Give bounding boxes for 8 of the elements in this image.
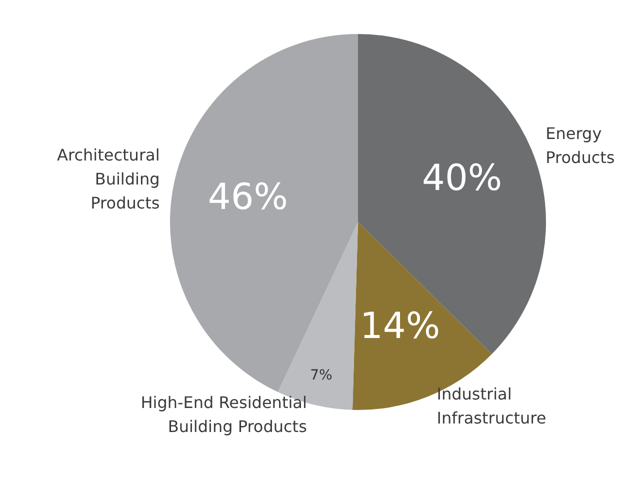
slice-label: Energy Products <box>546 124 615 168</box>
slice-label: Industrial Infrastructure <box>436 384 546 428</box>
data-label: 7% <box>310 368 332 384</box>
slice-label: High-End Residential Building Products <box>140 393 307 436</box>
data-label: 46% <box>208 176 288 218</box>
data-label: 14% <box>360 306 440 348</box>
data-label: 40% <box>422 158 502 199</box>
slice-label: Architectural Building Products <box>57 145 160 212</box>
